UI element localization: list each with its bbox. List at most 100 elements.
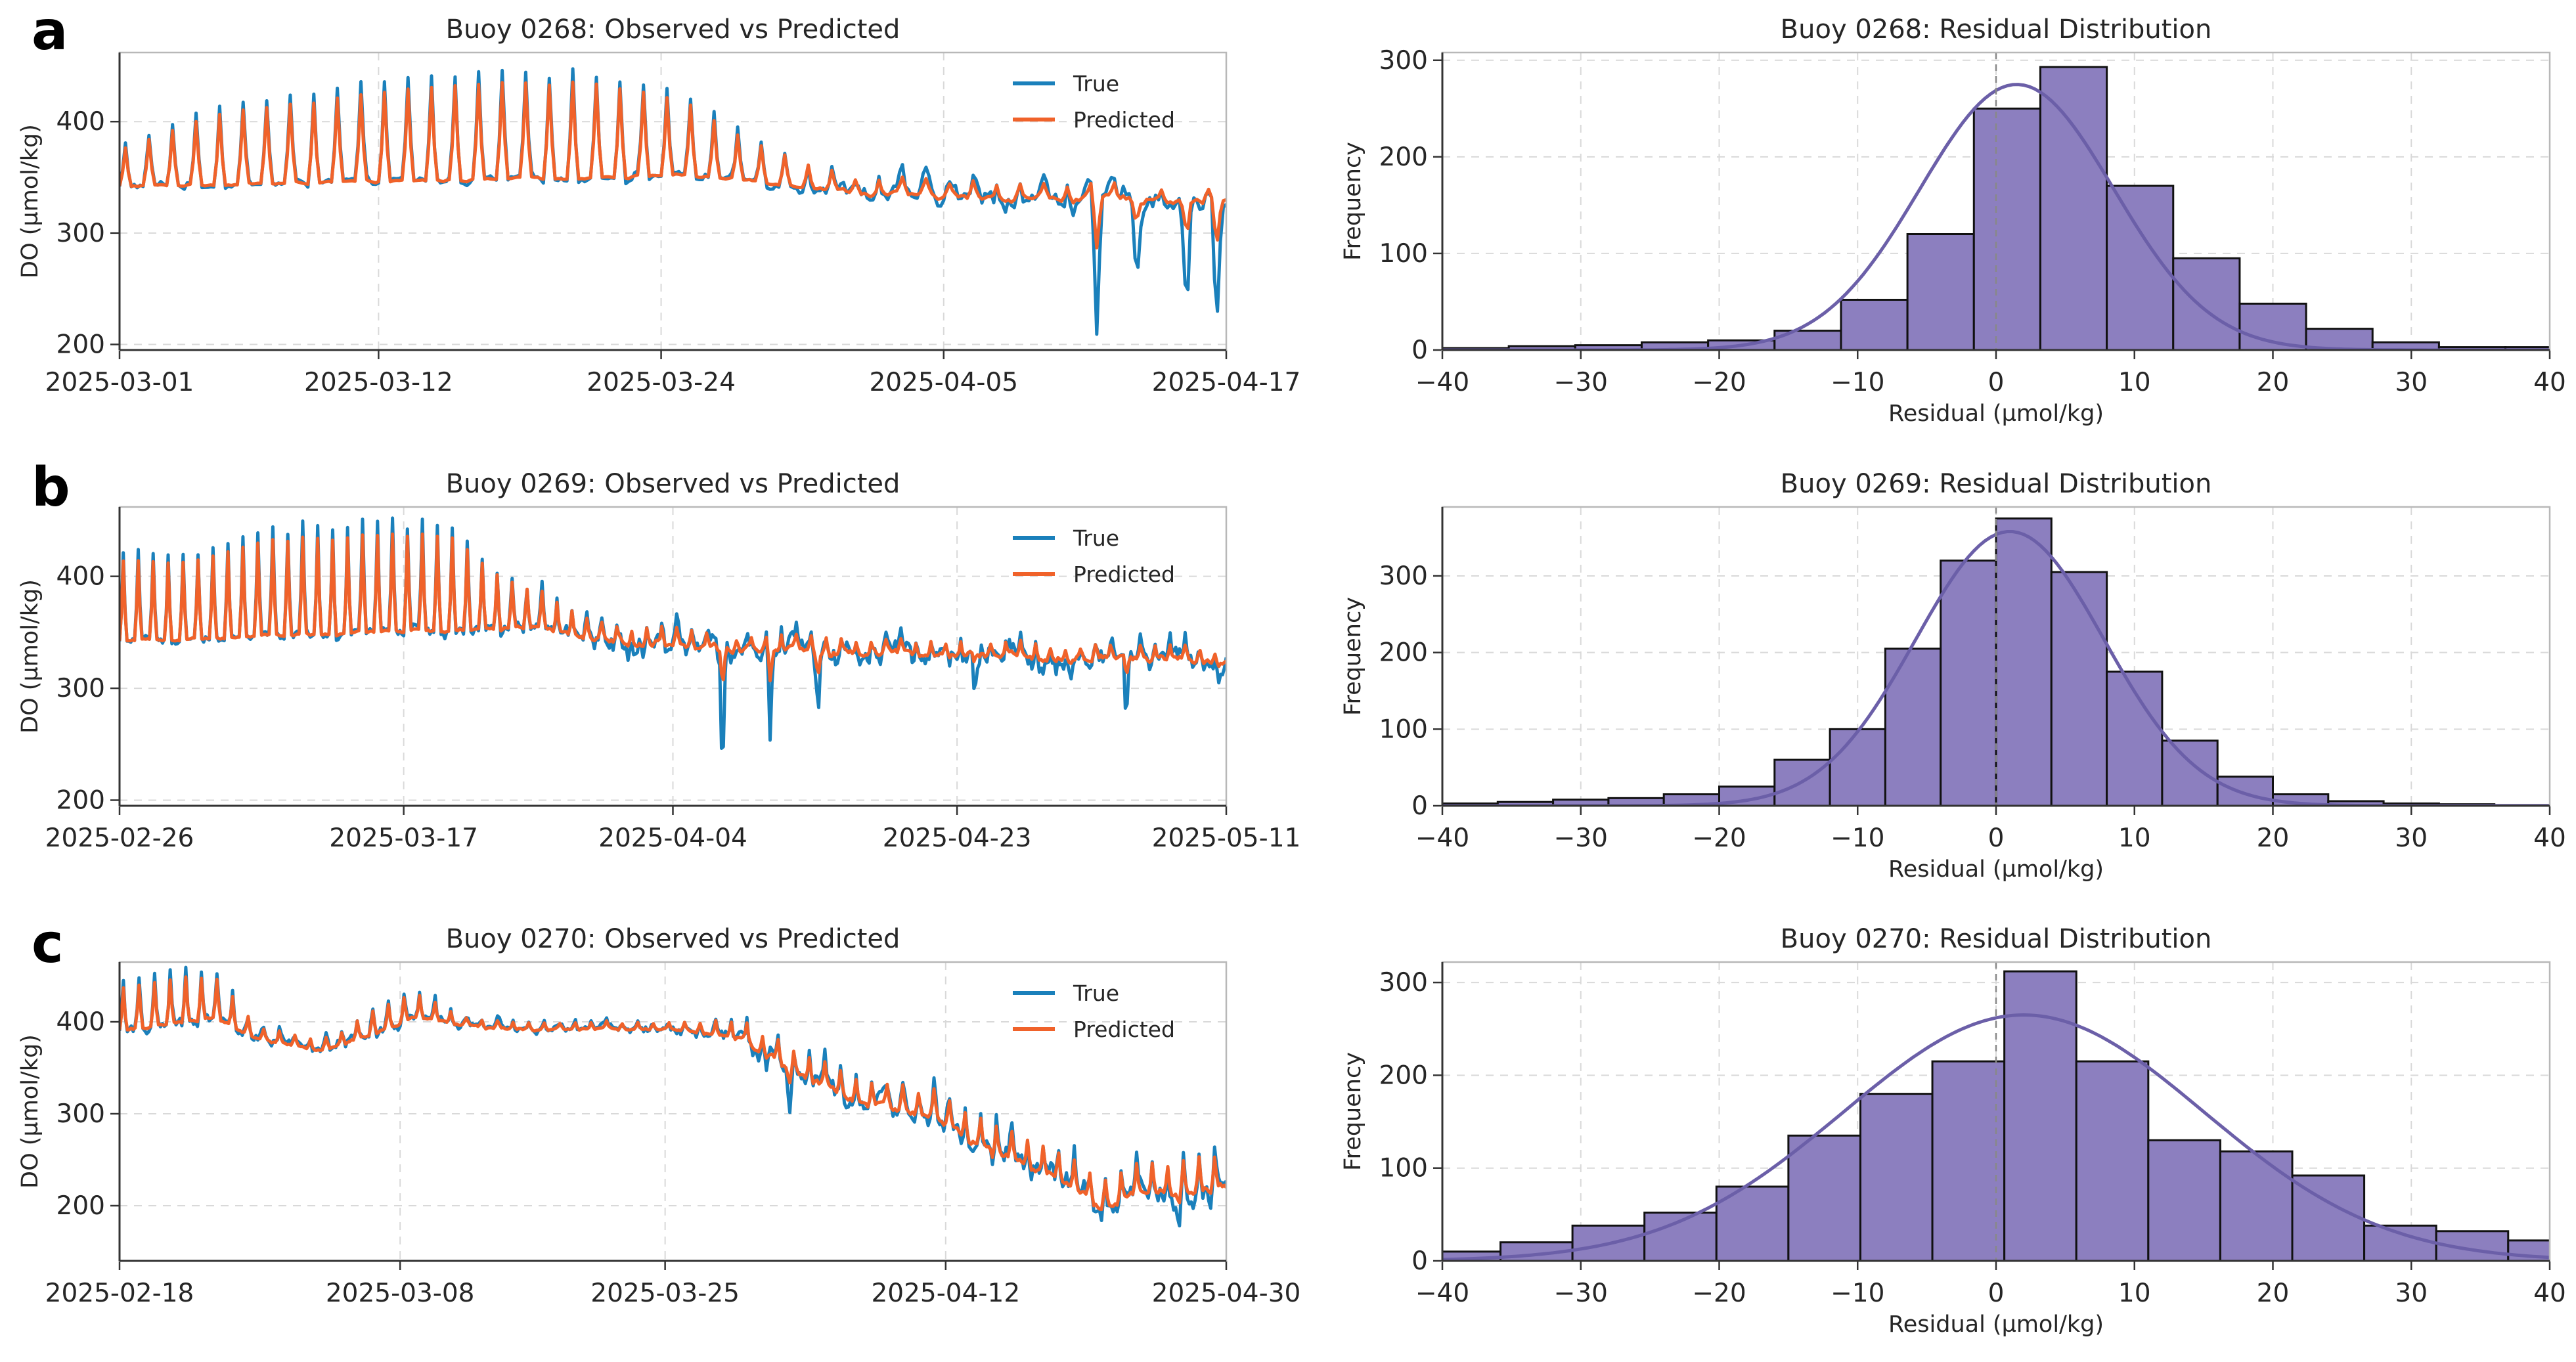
- y-tick-label: 300: [1379, 561, 1428, 591]
- x-tick-label: 2025-04-17: [1152, 368, 1301, 397]
- x-axis-label: Residual (µmol/kg): [1888, 1311, 2104, 1338]
- y-tick-label: 200: [56, 785, 105, 815]
- y-axis-label: Frequency: [1340, 142, 1366, 261]
- y-tick-label: 100: [1379, 714, 1428, 744]
- histogram-bar: [1906, 233, 1975, 350]
- histogram-c: −40 −30 −20 −10 0 10 20 30 40 0 100 200 300 Buoy 0270…: [1340, 924, 2566, 1338]
- y-tick-label: 300: [56, 674, 105, 703]
- legend-label-0: True: [1073, 980, 1119, 1006]
- x-axis-label: Residual (µmol/kg): [1888, 856, 2104, 883]
- chart-title: Buoy 0269: Observed vs Predicted: [446, 469, 900, 499]
- y-tick-label: 100: [1379, 239, 1428, 269]
- y-axis-label: DO (µmol/kg): [17, 1034, 43, 1189]
- x-tick-label: 10: [2118, 824, 2151, 853]
- x-tick-label: −20: [1692, 1279, 1746, 1308]
- x-tick-label: −10: [1831, 1279, 1884, 1308]
- bars-group: [1442, 66, 2550, 350]
- x-tick-label: 10: [2118, 368, 2151, 397]
- x-tick-label: −20: [1692, 368, 1746, 397]
- y-tick-label: 300: [1379, 46, 1428, 76]
- x-tick-label: 2025-04-23: [883, 824, 1032, 853]
- histogram-bar: [2219, 1150, 2294, 1261]
- y-tick-label: 300: [56, 1099, 105, 1129]
- x-tick-label: 20: [2257, 824, 2290, 853]
- x-tick-label: 0: [1988, 368, 2005, 397]
- y-tick-label: 200: [1379, 143, 1428, 172]
- x-tick-label: 40: [2533, 368, 2566, 397]
- x-tick-label: 2025-02-18: [45, 1279, 194, 1308]
- x-tick-label: 2025-03-12: [304, 368, 453, 397]
- histogram-bar: [2039, 66, 2108, 350]
- x-tick-label: 40: [2533, 824, 2566, 853]
- x-tick-label: 0: [1988, 1279, 2005, 1308]
- y-tick-label: 0: [1411, 336, 1428, 365]
- y-tick-label: 200: [1379, 1061, 1428, 1090]
- histogram-bar: [1840, 299, 1909, 350]
- x-tick-label: −40: [1415, 824, 1469, 853]
- y-tick-label: 400: [56, 1007, 105, 1037]
- plot-frame: [118, 961, 1228, 1262]
- series-predicted-line: [120, 532, 1226, 682]
- x-tick-label: 2025-03-25: [590, 1279, 740, 1308]
- x-tick-label: 2025-03-17: [329, 824, 478, 853]
- histogram-bar: [2161, 739, 2219, 806]
- series-true-line: [120, 965, 1226, 1228]
- x-tick-label: 2025-05-11: [1152, 824, 1301, 853]
- chart-title: Buoy 0269: Residual Distribution: [1781, 469, 2212, 499]
- y-axis-label: DO (µmol/kg): [17, 124, 43, 278]
- y-tick-label: 300: [56, 219, 105, 248]
- legend-label-0: True: [1073, 525, 1119, 551]
- y-axis-label: Frequency: [1340, 1052, 1366, 1171]
- legend-label-1: Predicted: [1073, 107, 1175, 133]
- x-tick-label: 2025-02-26: [45, 824, 194, 853]
- y-tick-label: 400: [56, 562, 105, 592]
- x-tick-label: 2025-03-24: [587, 368, 736, 397]
- x-tick-label: 2025-03-01: [45, 368, 194, 397]
- x-tick-label: 2025-03-08: [326, 1279, 475, 1308]
- histogram-bar: [2075, 1060, 2150, 1261]
- x-tick-label: −30: [1554, 824, 1608, 853]
- chart-title: Buoy 0270: Residual Distribution: [1781, 924, 2212, 954]
- x-tick-label: −10: [1831, 824, 1884, 853]
- histogram-bar: [1787, 1134, 1861, 1261]
- line-chart-b: 2025-02-26 2025-03-17 2025-04-04 2025-04-23…: [17, 469, 1300, 853]
- x-tick-label: 30: [2395, 824, 2428, 853]
- y-tick-label: 200: [56, 330, 105, 360]
- x-tick-label: 2025-04-12: [871, 1279, 1020, 1308]
- panel-letter-b: b: [32, 456, 70, 519]
- x-tick-label: 30: [2395, 368, 2428, 397]
- y-tick-label: 200: [56, 1191, 105, 1221]
- panel-letter-c: c: [32, 913, 64, 975]
- chart-title: Buoy 0270: Observed vs Predicted: [446, 924, 900, 954]
- histogram-b: −40 −30 −20 −10 0 10 20 30 40 0 100 200 300 Buoy 0269…: [1340, 469, 2566, 883]
- x-tick-label: −20: [1692, 824, 1746, 853]
- series-predicted-line: [120, 80, 1226, 250]
- y-tick-label: 400: [56, 107, 105, 137]
- histogram-bar: [2363, 1224, 2437, 1261]
- histogram-bar: [2106, 185, 2175, 350]
- x-tick-label: −30: [1554, 368, 1608, 397]
- histogram-bar: [2238, 302, 2307, 350]
- histogram-bar: [2216, 776, 2274, 806]
- x-tick-label: 2025-04-05: [869, 368, 1018, 397]
- x-tick-label: 10: [2118, 1279, 2151, 1308]
- panel-letter-a: a: [32, 0, 68, 62]
- histogram-bar: [1829, 728, 1886, 806]
- charts-layer: 2025-03-01 2025-03-12 2025-03-24 2025-04-05…: [17, 14, 2566, 1338]
- chart-title: Buoy 0268: Observed vs Predicted: [446, 14, 900, 45]
- x-tick-label: −40: [1415, 1279, 1469, 1308]
- x-tick-label: 20: [2257, 1279, 2290, 1308]
- y-tick-label: 200: [1379, 638, 1428, 668]
- x-tick-label: 30: [2395, 1279, 2428, 1308]
- legend-label-1: Predicted: [1073, 1017, 1175, 1042]
- histogram-bar: [1940, 560, 1997, 806]
- histogram-bar: [2172, 257, 2241, 350]
- x-tick-label: −30: [1554, 1279, 1608, 1308]
- x-tick-label: −10: [1831, 368, 1884, 397]
- legend-label-0: True: [1073, 71, 1119, 97]
- y-tick-label: 100: [1379, 1154, 1428, 1183]
- histogram-bar: [1931, 1060, 2006, 1261]
- line-chart-c: 2025-02-18 2025-03-08 2025-03-25 2025-04-12…: [17, 924, 1300, 1308]
- y-tick-label: 300: [1379, 968, 1428, 998]
